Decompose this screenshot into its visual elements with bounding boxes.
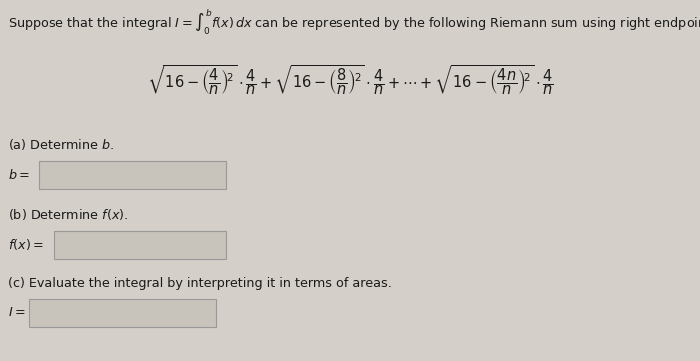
Text: (a) Determine $b$.: (a) Determine $b$. <box>8 138 114 152</box>
FancyBboxPatch shape <box>29 299 216 327</box>
FancyBboxPatch shape <box>39 161 226 189</box>
Text: $I =$: $I =$ <box>8 306 26 319</box>
FancyBboxPatch shape <box>54 231 226 259</box>
Text: (c) Evaluate the integral by interpreting it in terms of areas.: (c) Evaluate the integral by interpretin… <box>8 277 392 290</box>
Text: (b) Determine $f(x)$.: (b) Determine $f(x)$. <box>8 208 129 222</box>
Text: $f(x) =$: $f(x) =$ <box>8 238 44 252</box>
Text: Suppose that the integral $I = \int_0^b f(x)\, dx$ can be represented by the fol: Suppose that the integral $I = \int_0^b … <box>8 8 700 36</box>
Text: $\sqrt{16 - \left(\dfrac{4}{n}\right)^{\!2}} \cdot \dfrac{4}{n} + \sqrt{16 - \le: $\sqrt{16 - \left(\dfrac{4}{n}\right)^{\… <box>146 63 554 97</box>
Text: $b =$: $b =$ <box>8 168 30 182</box>
